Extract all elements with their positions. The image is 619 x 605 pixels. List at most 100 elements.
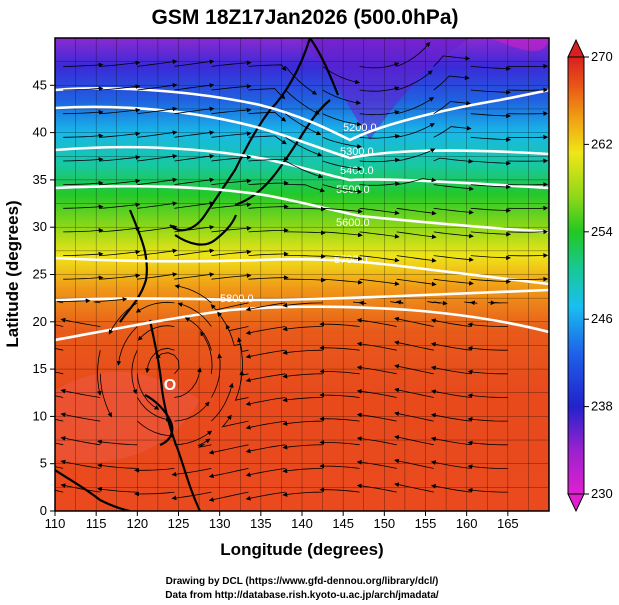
streamline — [248, 135, 287, 145]
streamline — [470, 184, 511, 190]
y-tick-label: 45 — [33, 77, 47, 92]
streamline — [174, 153, 215, 162]
streamline — [470, 255, 511, 261]
streamline — [63, 275, 104, 281]
streamline — [108, 302, 138, 335]
streamline — [470, 207, 511, 213]
streamline — [433, 255, 474, 262]
x-tick-label: 160 — [456, 516, 478, 531]
streamline — [134, 491, 175, 497]
streamline — [396, 41, 431, 67]
streamline — [394, 435, 434, 446]
streamline — [396, 231, 437, 240]
streamline — [394, 364, 434, 375]
streamline — [100, 107, 141, 115]
credit-data: Data from http://database.rish.kyoto-u.a… — [165, 590, 439, 601]
streamline — [470, 231, 511, 237]
streamline — [137, 224, 178, 233]
x-tick-label: 150 — [373, 516, 395, 531]
streamline — [63, 251, 104, 257]
x-tick-label: 115 — [86, 516, 107, 531]
x-axis-label: Longitude (degrees) — [220, 540, 383, 559]
streamline — [174, 130, 215, 138]
streamline — [322, 136, 362, 149]
streamline — [55, 489, 64, 493]
contour-label-5600: 5600.0 — [336, 217, 370, 229]
colorbar-tick-label: 262 — [591, 136, 613, 151]
streamline — [248, 251, 289, 257]
streamline — [282, 491, 323, 497]
streamline — [430, 483, 471, 493]
streamline — [174, 224, 215, 233]
y-axis-ticks: 0 5 10 15 20 25 30 35 40 45 — [33, 77, 55, 518]
streamline — [63, 109, 104, 115]
streamline — [322, 231, 363, 238]
streamline — [245, 420, 286, 430]
streamline — [100, 60, 141, 67]
streamline — [174, 272, 215, 280]
streamline — [433, 207, 474, 215]
streamline — [359, 207, 400, 216]
streamline — [217, 311, 249, 332]
streamline — [507, 87, 549, 93]
streamline — [174, 367, 202, 398]
streamline — [248, 64, 287, 72]
streamline — [359, 110, 400, 116]
streamline — [285, 136, 323, 157]
streamline — [248, 111, 287, 122]
streamline — [285, 66, 318, 95]
streamline — [174, 401, 210, 422]
chart-title: GSM 18Z17Jan2026 (500.0hPa) — [151, 6, 458, 29]
streamline — [174, 59, 215, 67]
colorbar-tick-label: 246 — [591, 311, 613, 326]
streamline — [211, 60, 252, 67]
streamline — [507, 276, 549, 282]
streamline — [322, 66, 360, 85]
streamline — [507, 63, 549, 69]
streamline — [145, 347, 175, 374]
streamline — [430, 460, 471, 469]
streamline — [100, 178, 141, 185]
streamline — [430, 412, 471, 422]
streamline — [433, 184, 474, 192]
streamline — [285, 160, 324, 179]
streamline — [245, 444, 286, 454]
streamline — [470, 89, 511, 95]
streamline — [433, 100, 471, 115]
streamline — [245, 326, 286, 336]
streamline — [430, 342, 471, 351]
streamline — [174, 430, 213, 446]
streamline — [245, 302, 286, 312]
colorbar-body — [567, 56, 585, 495]
streamline — [282, 349, 323, 355]
coastlines — [55, 38, 340, 511]
streamline — [60, 483, 101, 493]
streamline — [282, 326, 323, 332]
colorbar-bottom-triangle — [567, 493, 585, 513]
streamline — [171, 491, 212, 501]
streamline — [467, 322, 508, 328]
streamline — [356, 388, 397, 398]
streamline — [285, 206, 326, 212]
y-axis-label: Latitude (degrees) — [3, 200, 22, 347]
contour-5300 — [55, 105, 549, 160]
streamline — [248, 275, 289, 281]
streamline — [427, 300, 448, 306]
x-tick-label: 120 — [126, 516, 148, 531]
streamline — [174, 177, 215, 185]
x-tick-label: 155 — [415, 516, 437, 531]
plot-area: 5200.0 5300.0 5400.0 5500.0 5600.0 5700.… — [54, 37, 550, 512]
x-tick-label: 130 — [209, 516, 231, 531]
streamline — [433, 278, 474, 286]
streamline — [134, 467, 175, 473]
streamline — [211, 107, 252, 115]
streamline — [322, 207, 363, 214]
x-tick-label: 165 — [497, 516, 519, 531]
streamline — [282, 302, 323, 308]
streamline — [356, 436, 397, 446]
streamline — [100, 273, 141, 280]
streamline — [319, 369, 360, 375]
streamline — [282, 444, 323, 450]
x-tick-label: 140 — [291, 516, 313, 531]
streamline — [131, 350, 138, 395]
